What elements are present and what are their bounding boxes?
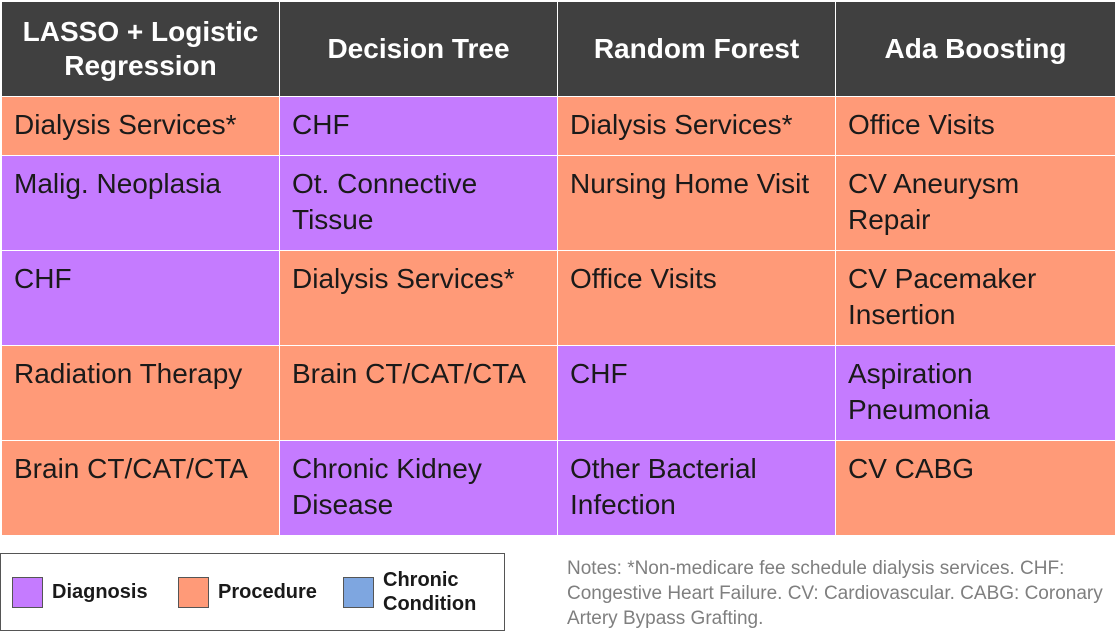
table-cell: CHF bbox=[557, 345, 836, 441]
table-cell: CV Pacemaker Insertion bbox=[835, 250, 1116, 346]
table-cell: Nursing Home Visit bbox=[557, 155, 836, 251]
header-random-forest: Random Forest bbox=[557, 1, 836, 97]
table-row: Radiation Therapy Brain CT/CAT/CTA CHF A… bbox=[1, 345, 1116, 441]
notes-text: Notes: *Non-medicare fee schedule dialys… bbox=[567, 558, 1103, 629]
header-ada-boosting: Ada Boosting bbox=[835, 1, 1116, 97]
table-row: Malig. Neoplasia Ot. Connective Tissue N… bbox=[1, 155, 1116, 251]
table-cell: Malig. Neoplasia bbox=[1, 155, 280, 251]
table-cell: CV Aneurysm Repair bbox=[835, 155, 1116, 251]
legend-swatch-chronic-condition bbox=[343, 576, 374, 608]
model-feature-table: LASSO + Logistic Regression Decision Tre… bbox=[1, 1, 1116, 536]
table-cell: Office Visits bbox=[835, 96, 1116, 156]
table-cell: CHF bbox=[1, 250, 280, 346]
table-cell: Dialysis Services* bbox=[1, 96, 280, 156]
table-cell: Brain CT/CAT/CTA bbox=[279, 345, 558, 441]
legend: Diagnosis Procedure Chronic Condition bbox=[0, 553, 505, 631]
table-cell: Radiation Therapy bbox=[1, 345, 280, 441]
table-cell: Dialysis Services* bbox=[557, 96, 836, 156]
table-cell: Ot. Connective Tissue bbox=[279, 155, 558, 251]
legend-item-chronic-condition: Chronic Condition bbox=[343, 554, 493, 630]
table-cell: Brain CT/CAT/CTA bbox=[1, 440, 280, 536]
table-row: Brain CT/CAT/CTA Chronic Kidney Disease … bbox=[1, 440, 1116, 536]
legend-swatch-diagnosis bbox=[12, 576, 43, 608]
table-cell: Dialysis Services* bbox=[279, 250, 558, 346]
table-row: CHF Dialysis Services* Office Visits CV … bbox=[1, 250, 1116, 346]
legend-label-diagnosis: Diagnosis bbox=[52, 581, 148, 603]
table-cell: CHF bbox=[279, 96, 558, 156]
legend-label-chronic-condition: Chronic Condition bbox=[383, 569, 477, 615]
table-cell: Office Visits bbox=[557, 250, 836, 346]
header-row: LASSO + Logistic Regression Decision Tre… bbox=[1, 1, 1116, 97]
table-cell: Aspiration Pneumonia bbox=[835, 345, 1116, 441]
table-row: Dialysis Services* CHF Dialysis Services… bbox=[1, 96, 1116, 156]
legend-item-diagnosis: Diagnosis bbox=[12, 554, 148, 630]
table-cell: Other Bacterial Infection bbox=[557, 440, 836, 536]
legend-swatch-procedure bbox=[178, 576, 209, 608]
legend-label-procedure: Procedure bbox=[218, 581, 317, 603]
header-lasso-logistic-regression: LASSO + Logistic Regression bbox=[1, 1, 280, 97]
table-cell: Chronic Kidney Disease bbox=[279, 440, 558, 536]
header-decision-tree: Decision Tree bbox=[279, 1, 558, 97]
legend-item-procedure: Procedure bbox=[178, 554, 317, 630]
table-cell: CV CABG bbox=[835, 440, 1116, 536]
